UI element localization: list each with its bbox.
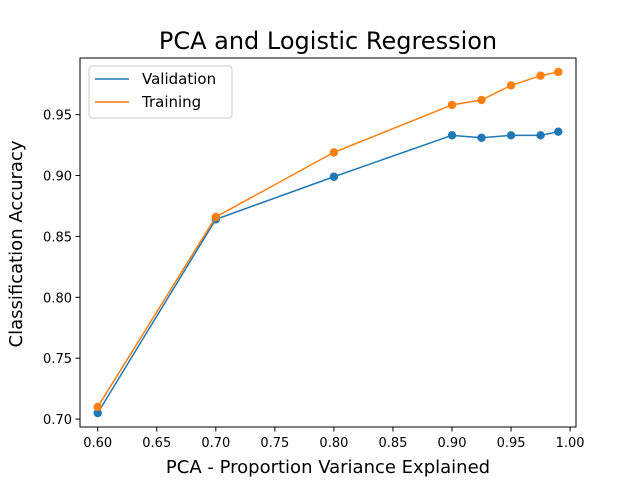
- y-tick-label: 0.75: [43, 352, 72, 367]
- x-tick-label: 0.95: [497, 436, 526, 451]
- data-point-validation: [536, 131, 545, 140]
- series-line-validation: [97, 130, 559, 414]
- data-point-validation: [506, 131, 516, 140]
- data-point-training: [477, 95, 486, 105]
- data-point-training: [211, 212, 221, 222]
- x-tick-label: 0.70: [201, 436, 230, 451]
- y-tick-label: 0.90: [43, 170, 72, 185]
- data-point-training: [536, 71, 545, 80]
- y-tick-label: 0.80: [43, 291, 72, 306]
- x-tick-label: 0.65: [142, 436, 171, 451]
- data-point-validation: [447, 131, 457, 140]
- data-point-training: [447, 100, 457, 110]
- y-tick-label: 0.85: [43, 230, 72, 245]
- x-tick-label: 0.85: [378, 436, 407, 451]
- y-tick-label: 0.70: [43, 413, 72, 428]
- chart-title: PCA and Logistic Regression: [159, 27, 497, 55]
- x-tick-label: 0.75: [260, 436, 289, 451]
- y-tick-label: 0.95: [43, 109, 72, 124]
- data-point-training: [506, 81, 516, 90]
- series-line-training: [97, 71, 559, 408]
- legend-label-validation: Validation: [142, 70, 216, 88]
- legend-label-training: Training: [141, 93, 201, 111]
- x-tick-label: 0.80: [319, 436, 348, 451]
- x-tick-label: 0.60: [83, 436, 112, 451]
- data-point-validation: [477, 133, 486, 142]
- x-tick-label: 1.00: [556, 436, 585, 451]
- x-tick-label: 0.90: [438, 436, 467, 451]
- data-point-validation: [329, 172, 339, 181]
- data-point-training: [554, 67, 563, 77]
- x-axis-title: PCA - Proportion Variance Explained: [166, 457, 490, 478]
- data-point-validation: [93, 408, 102, 418]
- data-point-training: [329, 148, 339, 157]
- data-point-validation: [554, 127, 563, 136]
- plot-area: 0.60 0.65 0.70 0.75 0.80 0.85 0.90 0.95 1.00 0.70…: [43, 57, 585, 451]
- axes-frame: [79, 57, 577, 428]
- data-point-training: [93, 402, 102, 412]
- y-axis-title: Classification Accuracy: [6, 140, 27, 347]
